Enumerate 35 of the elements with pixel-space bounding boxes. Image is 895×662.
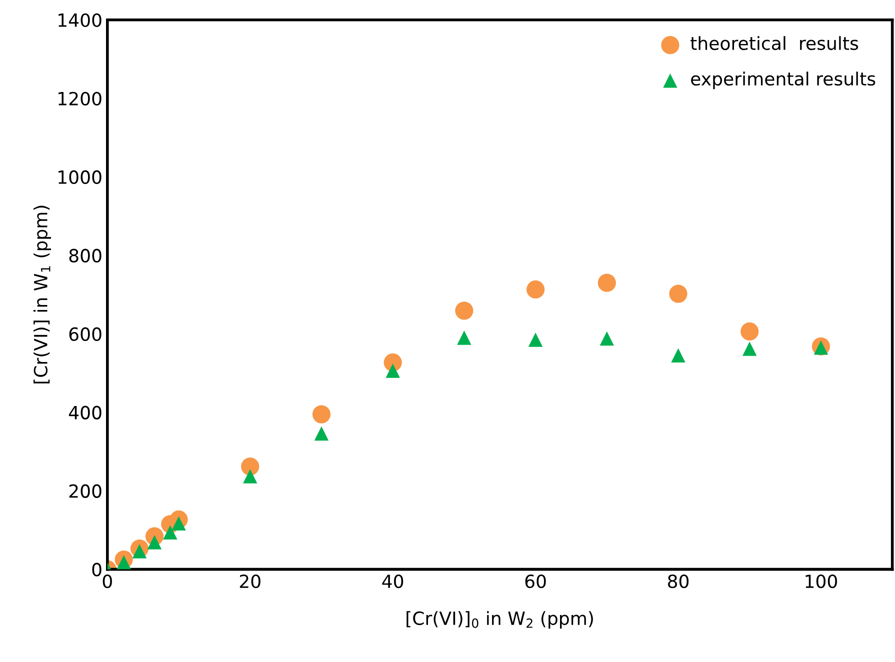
point (740, 322, 759, 341)
point (669, 284, 688, 303)
point (386, 364, 400, 378)
point (455, 302, 474, 320)
x-tick-label: 20 (240, 574, 260, 588)
y-tick-label: 1200 (58, 92, 102, 106)
y-tick-label: 800 (69, 248, 102, 262)
point (526, 280, 545, 299)
point (671, 348, 686, 363)
point (242, 469, 258, 484)
legend-label: experimental results (691, 72, 876, 90)
point (600, 331, 614, 346)
y-tick-label: 0 (92, 562, 102, 576)
point (241, 457, 260, 476)
y-axis-title: [Cr(VI)] in W$_{1}$ (ppm) (34, 206, 51, 384)
legend-label: theoretical results (690, 36, 858, 50)
x-tick-label: 60 (525, 574, 546, 588)
point (172, 516, 186, 531)
point (742, 342, 757, 356)
point (312, 405, 331, 424)
point (457, 330, 472, 345)
x-tick-label: 80 (668, 574, 689, 588)
point (598, 274, 616, 292)
x-tick-label: 0 (102, 574, 112, 588)
x-tick-label: 100 (806, 574, 837, 588)
point (528, 332, 543, 347)
y-tick-label: 400 (68, 406, 102, 420)
point (163, 525, 178, 540)
y-tick-label: 1000 (58, 170, 102, 184)
y-tick-label: 200 (69, 484, 102, 498)
y-tick-label: 1400 (58, 13, 102, 27)
x-axis-title: [Cr(VI)]$_{0}$ in W$_{2}$ (ppm) (406, 611, 593, 629)
point (314, 426, 329, 441)
x-tick-label: 40 (382, 574, 404, 588)
y-tick-label: 600 (69, 327, 102, 341)
